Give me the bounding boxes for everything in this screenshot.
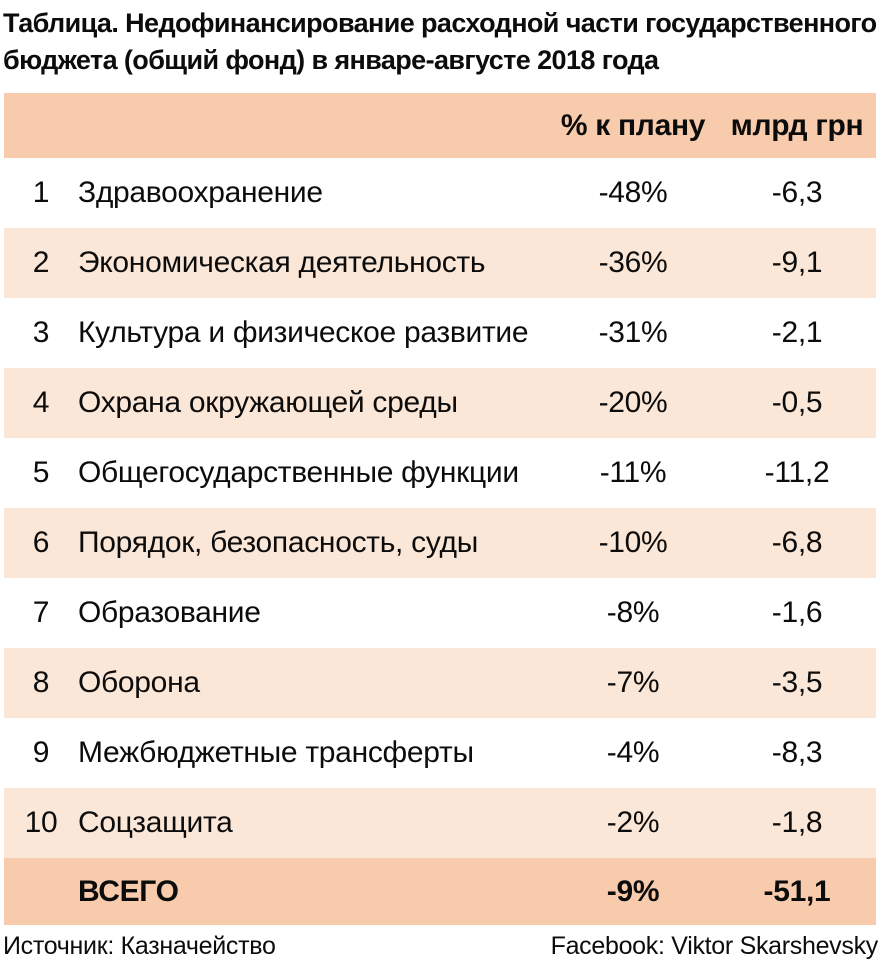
table-row: 1 Здравоохранение -48% -6,3 (4, 158, 876, 228)
row-number: 6 (32, 526, 50, 559)
total-label: ВСЕГО (78, 874, 179, 908)
row-category: Оборона (78, 666, 200, 699)
row-category: Охрана окружающей среды (78, 386, 458, 419)
page-title: Таблица. Недофинансирование расходной ча… (0, 0, 881, 79)
row-pct-value: -36% (598, 246, 668, 279)
table-row: 6 Порядок, безопасность, суды -10% -6,8 (4, 508, 876, 578)
row-number: 1 (32, 176, 50, 209)
row-pct-value: -4% (606, 736, 660, 769)
page-title-line1: Таблица. Недофинансирование расходной ча… (3, 8, 877, 38)
row-number: 7 (32, 596, 50, 629)
table-row: 5 Общегосударственные функции -11% -11,2 (4, 438, 876, 508)
row-bn-value: -1,6 (771, 596, 823, 629)
row-pct-value: -11% (599, 456, 667, 489)
total-bn-value: -51,1 (763, 874, 831, 908)
row-pct-value: -48% (598, 176, 668, 209)
table-body: 1 Здравоохранение -48% -6,3 2 Экономичес… (4, 158, 876, 858)
table-row: 8 Оборона -7% -3,5 (4, 648, 876, 718)
row-category: Межбюджетные трансферты (78, 736, 474, 769)
row-pct-value: -2% (606, 806, 660, 839)
table-header-row: % к плану млрд грн (4, 93, 876, 158)
row-bn-value: -0,5 (771, 386, 823, 419)
table-total-row: ВСЕГО -9% -51,1 (4, 858, 876, 925)
row-number: 10 (24, 806, 58, 839)
row-bn-value: -1,8 (771, 806, 823, 839)
row-bn-value: -2,1 (771, 316, 823, 349)
row-number: 5 (32, 456, 50, 489)
row-bn-value: -9,1 (771, 246, 823, 279)
row-number: 4 (32, 386, 50, 419)
row-category: Соцзащита (78, 806, 233, 839)
row-number: 2 (32, 246, 50, 279)
row-pct-value: -7% (606, 666, 660, 699)
source-note: Источник: Казначейство (3, 932, 276, 960)
row-bn-value: -6,3 (771, 176, 823, 209)
row-bn-value: -3,5 (771, 666, 823, 699)
table-row: 7 Образование -8% -1,6 (4, 578, 876, 648)
row-category: Образование (78, 596, 261, 629)
budget-table: % к плану млрд грн 1 Здравоохранение -48… (4, 93, 876, 925)
col-header-bn: млрд грн (730, 108, 864, 142)
row-pct-value: -8% (606, 596, 660, 629)
table-row: 2 Экономическая деятельность -36% -9,1 (4, 228, 876, 298)
row-pct-value: -31% (598, 316, 668, 349)
row-bn-value: -11,2 (764, 456, 830, 489)
table-row: 3 Культура и физическое развитие -31% -2… (4, 298, 876, 368)
table-row: 10 Соцзащита -2% -1,8 (4, 788, 876, 858)
col-header-pct: % к плану (560, 108, 706, 142)
footer: Источник: Казначейство Facebook: Viktor … (3, 932, 878, 960)
credit-note: Facebook: Viktor Skarshevsky (550, 932, 879, 960)
row-category: Здравоохранение (78, 176, 323, 209)
row-category: Порядок, безопасность, суды (78, 526, 478, 559)
row-bn-value: -8,3 (771, 736, 823, 769)
row-pct-value: -20% (598, 386, 668, 419)
table-row: 9 Межбюджетные трансферты -4% -8,3 (4, 718, 876, 788)
row-pct-value: -10% (598, 526, 668, 559)
page-title-line2: бюджета (общий фонд) в январе-августе 20… (3, 45, 659, 75)
row-number: 8 (32, 666, 50, 699)
row-number: 9 (32, 736, 50, 769)
table-row: 4 Охрана окружающей среды -20% -0,5 (4, 368, 876, 438)
row-category: Экономическая деятельность (78, 246, 486, 279)
row-number: 3 (32, 316, 50, 349)
row-category: Культура и физическое развитие (78, 316, 529, 349)
total-pct-value: -9% (606, 874, 660, 908)
row-category: Общегосударственные функции (78, 456, 519, 489)
row-bn-value: -6,8 (771, 526, 823, 559)
